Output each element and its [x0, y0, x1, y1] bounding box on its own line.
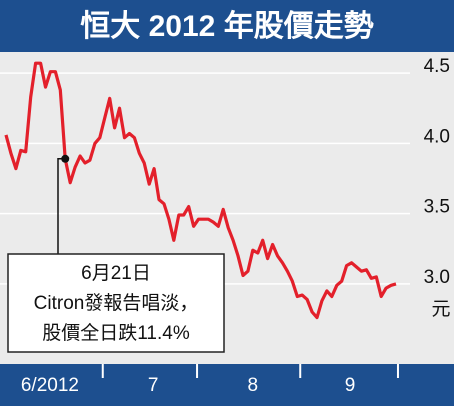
- y-tick-label: 3.0: [424, 267, 450, 288]
- annotation-text: 股價全日跌11.4%: [42, 322, 190, 344]
- x-tick-label: 6/2012: [21, 375, 79, 396]
- x-axis-bar: [0, 364, 454, 406]
- price-line: [4, 61, 397, 320]
- y-tick-label: 3.5: [424, 197, 450, 218]
- x-tick-label: 9: [345, 375, 356, 396]
- annotation-text: 6月21日: [81, 263, 151, 284]
- x-tick-label: 8: [248, 375, 259, 396]
- chart-title: 恒大 2012 年股價走勢: [80, 10, 373, 43]
- annotation-text: Citron發報告唱淡，: [34, 292, 199, 314]
- y-unit: 元: [431, 299, 450, 320]
- annotation-box: [7, 253, 225, 353]
- x-tick-label: 7: [148, 375, 159, 396]
- y-tick-label: 4.5: [424, 56, 450, 77]
- title-bar: [0, 0, 454, 52]
- y-tick-label: 4.0: [424, 126, 450, 147]
- annotation-dot: [61, 154, 70, 163]
